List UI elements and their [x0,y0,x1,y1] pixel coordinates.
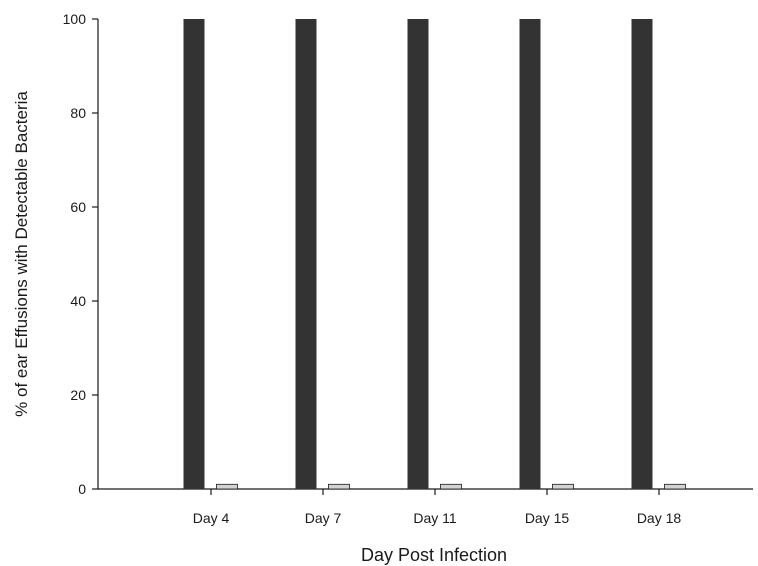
y-tick-label: 40 [70,293,86,309]
x-ticks: Day 4 Day 7 Day 11 Day 15 Day 18 [193,489,682,526]
x-tick-label: Day 15 [525,510,570,526]
y-axis-label: % of ear Effusions with Detectable Bacte… [12,91,31,417]
bar-series-1-day-11 [407,19,429,489]
y-axis: 0 20 40 60 80 100 [63,11,99,497]
bar-series-2-day-15 [552,483,574,490]
x-tick-label: Day 18 [637,510,682,526]
y-tick-label: 60 [70,199,86,215]
bars [183,19,686,490]
y-tick-label: 20 [70,387,86,403]
y-tick-label: 100 [63,11,87,27]
bar-series-2-day-18 [664,483,686,490]
bar-series-2-day-11 [440,483,462,490]
bar-series-2-day-4 [216,483,238,490]
bar-series-2-day-7 [328,483,350,490]
bar-series-1-day-7 [295,19,317,489]
y-ticks: 0 20 40 60 80 100 [63,11,98,497]
bar-series-1-day-15 [519,19,541,489]
x-tick-label: Day 11 [413,510,457,526]
bar-series-1-day-18 [631,19,653,489]
x-axis: Day 4 Day 7 Day 11 Day 15 Day 18 [98,488,753,526]
x-tick-label: Day 4 [193,510,230,526]
x-tick-label: Day 7 [305,510,342,526]
y-tick-label: 0 [78,481,86,497]
y-tick-label: 80 [70,105,86,121]
bar-series-1-day-4 [183,19,205,489]
x-axis-label: Day Post Infection [361,545,507,565]
